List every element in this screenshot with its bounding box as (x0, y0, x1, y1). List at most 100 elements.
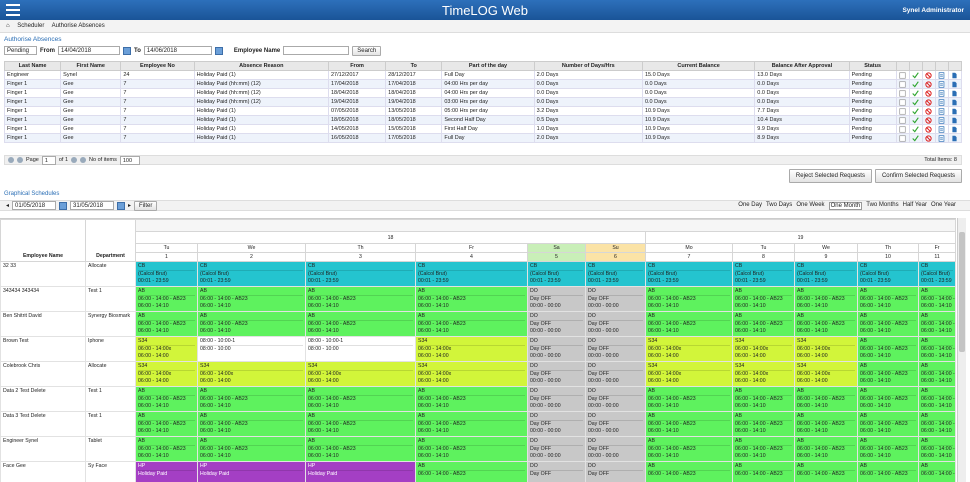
pager-button[interactable] (71, 157, 78, 163)
employee-name[interactable]: Data 3 Test Delete (0, 411, 86, 437)
pager-button[interactable] (80, 157, 87, 163)
no-icon[interactable] (925, 125, 932, 133)
shift-cell[interactable]: S34 06:00 - 14:00x 06:00 - 14:00 (135, 361, 198, 387)
file-icon[interactable] (951, 135, 958, 142)
text-input[interactable] (283, 46, 350, 55)
doc-icon[interactable] (938, 71, 945, 79)
search-button[interactable]: Search (352, 45, 382, 56)
shift-cell[interactable]: DO Day OFF 00:00 - 00:00 (585, 386, 646, 412)
view-option[interactable]: One Week (796, 201, 825, 208)
column-header[interactable]: Status (848, 61, 897, 71)
no-icon[interactable] (925, 89, 932, 97)
scrollbar[interactable] (957, 218, 966, 482)
date-input[interactable]: 31/05/2018 (70, 201, 115, 210)
shift-cell[interactable]: CB (Calcol Brut) 00:01 - 23:59 (415, 261, 528, 287)
shift-cell[interactable]: DO Day OFF 00:00 - 00:00 (527, 361, 586, 387)
filter-button[interactable]: Filter (134, 200, 158, 211)
doc-icon[interactable] (938, 98, 945, 106)
doc-icon[interactable] (938, 107, 945, 115)
view-option[interactable]: One Month (828, 201, 863, 210)
crumb[interactable]: Scheduler (17, 23, 45, 29)
no-icon[interactable] (925, 107, 932, 115)
shift-cell[interactable]: 08:00 - 10:00-1 08:00 - 10:00 (197, 336, 306, 362)
file-icon[interactable] (951, 90, 958, 97)
employee-name[interactable]: Brown Test (0, 336, 86, 362)
shift-cell[interactable]: DO Day OFF 00:00 - 00:00 (527, 311, 586, 337)
shift-cell[interactable]: CB (Calcol Brut) 00:01 - 23:59 (585, 261, 646, 287)
shift-cell[interactable]: DO Day OFF (527, 461, 586, 482)
column-header[interactable]: Employee No (120, 61, 195, 71)
check-icon[interactable] (899, 89, 906, 97)
shift-cell[interactable]: CB (Calcol Brut) 00:01 - 23:59 (305, 261, 416, 287)
doc-icon[interactable] (938, 80, 945, 88)
user-name[interactable]: Synel Administrator (902, 7, 964, 14)
shift-cell[interactable]: S34 06:00 - 14:00x 06:00 - 14:00 (794, 336, 858, 362)
no-icon[interactable] (925, 80, 932, 88)
status-select[interactable]: Pending (4, 46, 37, 55)
shift-cell[interactable]: DO Day OFF 00:00 - 00:00 (527, 411, 586, 437)
column-header[interactable]: Balance After Approval (754, 61, 850, 71)
shift-cell[interactable]: DO Day OFF 00:00 - 00:00 (527, 336, 586, 362)
pager-button[interactable] (8, 157, 14, 163)
date-input[interactable]: 14/06/2018 (143, 46, 212, 55)
shift-cell[interactable]: HP Holiday Paid (135, 461, 198, 482)
date-input[interactable]: 01/05/2018 (12, 201, 57, 210)
crumb[interactable]: Authorise Absences (51, 23, 105, 29)
view-option[interactable]: Half Year (902, 201, 927, 208)
shift-cell[interactable]: DO Day OFF 00:00 - 00:00 (585, 436, 646, 462)
ok-icon[interactable] (912, 134, 920, 142)
no-icon[interactable] (925, 116, 932, 124)
employee-name[interactable]: Colebrook Chris (0, 361, 86, 387)
file-icon[interactable] (951, 117, 958, 124)
shift-cell[interactable]: CB (Calcol Brut) 00:01 - 23:59 (732, 261, 795, 287)
ok-icon[interactable] (912, 116, 920, 124)
menu-button[interactable] (6, 4, 20, 16)
calendar-icon[interactable] (117, 201, 126, 210)
column-header[interactable]: Absence Reason (193, 61, 329, 71)
ok-icon[interactable] (912, 98, 920, 106)
prev-button[interactable]: ◂ (6, 203, 10, 209)
shift-cell[interactable]: CB (Calcol Brut) 00:01 - 23:59 (135, 261, 198, 287)
ok-icon[interactable] (912, 80, 920, 88)
shift-cell[interactable]: DO Day OFF (585, 461, 646, 482)
column-header[interactable]: Part of the day (441, 61, 535, 71)
check-icon[interactable] (899, 107, 906, 115)
ok-icon[interactable] (912, 89, 920, 97)
shift-cell[interactable]: S34 06:00 - 14:00x 06:00 - 14:00 (732, 336, 795, 362)
view-option[interactable]: One Year (930, 201, 956, 208)
ok-icon[interactable] (912, 107, 920, 115)
column-header[interactable]: To (385, 61, 443, 71)
employee-name[interactable]: Engineer Synel (0, 436, 86, 462)
shift-cell[interactable]: 08:00 - 10:00-1 08:00 - 10:00 (305, 336, 416, 362)
shift-cell[interactable]: CB (Calcol Brut) 00:01 - 23:59 (857, 261, 919, 287)
